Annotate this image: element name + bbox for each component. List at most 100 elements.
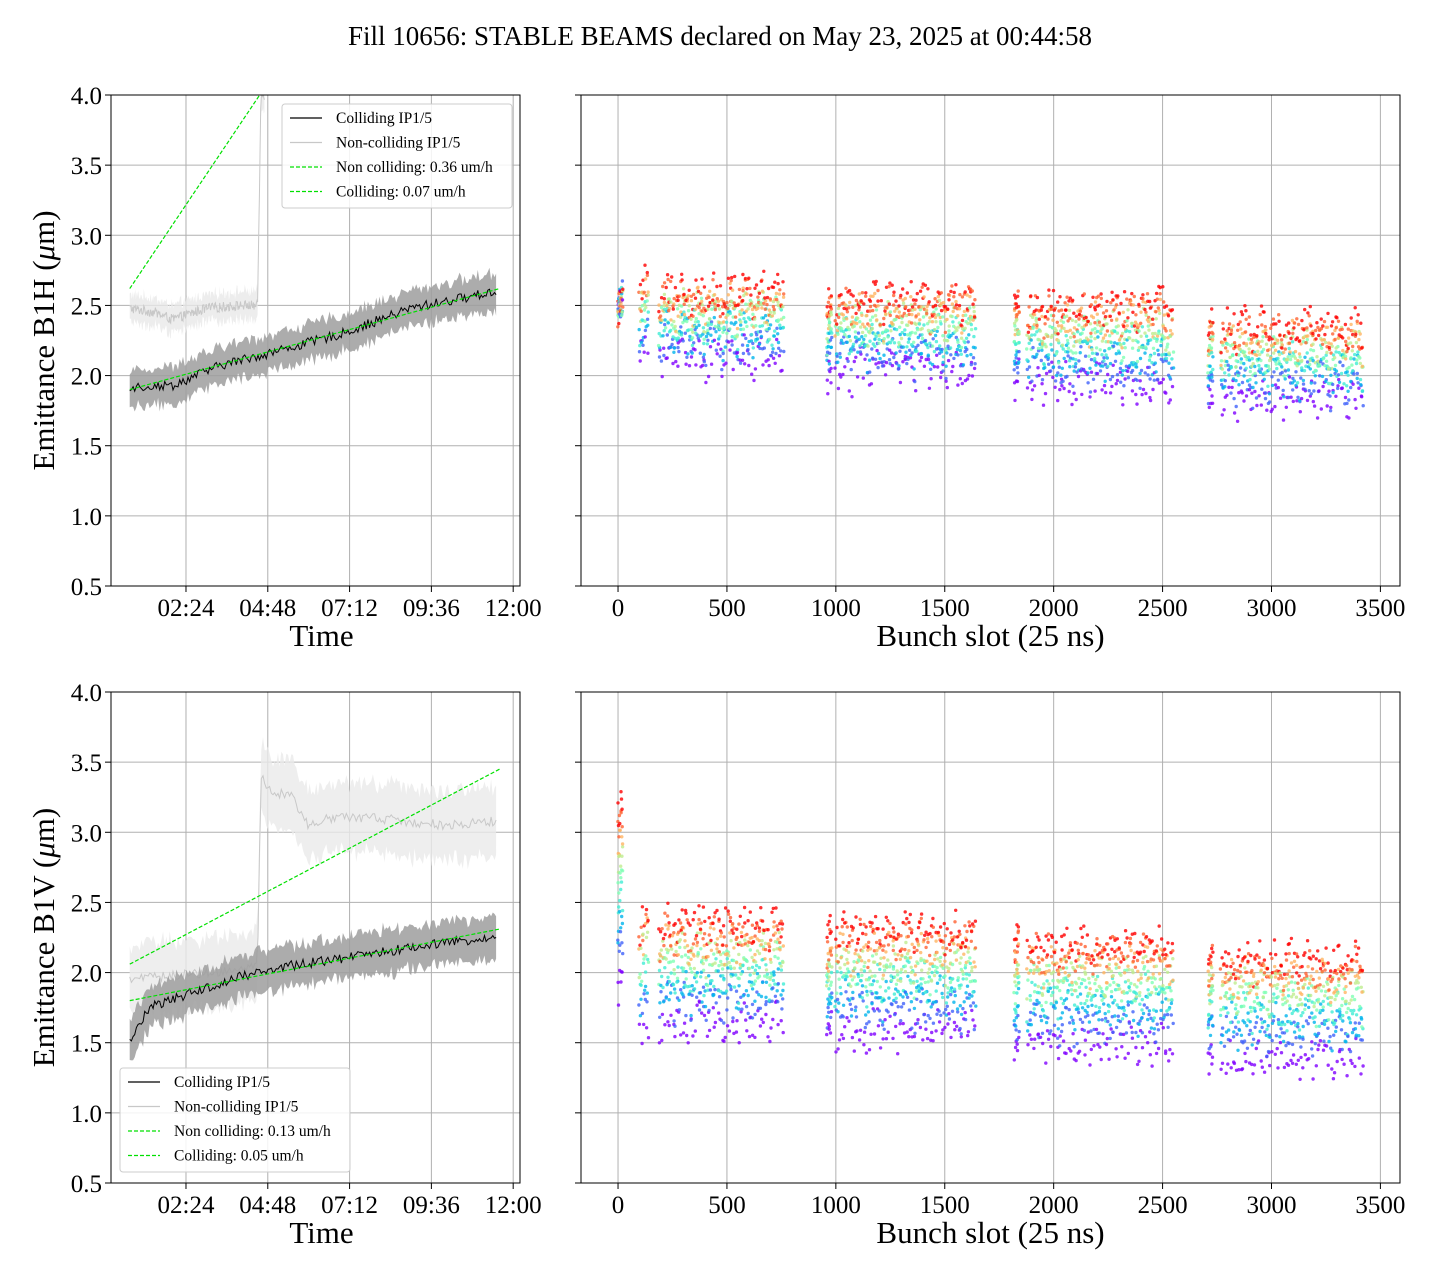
scatter-point	[927, 967, 932, 971]
scatter-point	[973, 298, 977, 302]
scatter-point	[694, 278, 698, 282]
scatter-point	[1030, 315, 1035, 320]
scatter-point	[781, 1030, 785, 1035]
scatter-point	[1247, 347, 1251, 351]
scatter-point	[1143, 351, 1147, 355]
scatter-point	[915, 948, 919, 953]
scatter-point	[923, 338, 928, 343]
scatter-point	[850, 315, 855, 319]
scatter-point	[870, 921, 874, 925]
y-tick-label: 3.5	[71, 153, 102, 180]
scatter-point	[1012, 321, 1017, 326]
scatter-point	[906, 934, 910, 939]
scatter-point	[1143, 345, 1148, 349]
scatter-point	[1289, 395, 1293, 399]
scatter-point	[898, 325, 902, 329]
scatter-point	[1058, 1044, 1062, 1048]
x-tick-label: 500	[708, 1192, 746, 1219]
scatter-point	[706, 338, 710, 342]
scatter-point	[646, 957, 650, 962]
scatter-point	[715, 943, 719, 947]
scatter-point	[671, 307, 675, 311]
scatter-point	[966, 950, 970, 954]
scatter-point	[1309, 381, 1314, 385]
scatter-point	[1305, 326, 1309, 330]
scatter-point	[1240, 380, 1245, 385]
scatter-point	[1152, 351, 1157, 356]
scatter-point	[1092, 1027, 1096, 1032]
scatter-point	[1137, 302, 1141, 307]
scatter-point	[961, 313, 965, 318]
scatter-point	[1097, 1006, 1102, 1010]
scatter-point	[1025, 997, 1029, 1001]
scatter-point	[857, 955, 862, 959]
scatter-point	[637, 327, 641, 332]
scatter-point	[702, 330, 706, 334]
scatter-point	[1086, 953, 1091, 957]
scatter-point	[696, 950, 700, 955]
scatter-point	[941, 300, 946, 305]
scatter-point	[919, 912, 924, 916]
x-tick-label: 04:48	[239, 1192, 296, 1219]
scatter-point	[1016, 925, 1021, 929]
scatter-point	[1100, 998, 1104, 1002]
scatter-point	[829, 970, 834, 975]
scatter-point	[1130, 389, 1135, 393]
scatter-point	[686, 294, 691, 298]
scatter-point	[899, 934, 903, 938]
scatter-point	[662, 297, 666, 301]
scatter-point	[1068, 941, 1073, 945]
scatter-point	[684, 298, 688, 303]
scatter-point	[891, 967, 896, 971]
scatter-point	[781, 280, 785, 284]
scatter-point	[1135, 985, 1139, 989]
y-tick-label: 1.0	[71, 1101, 102, 1128]
scatter-point	[864, 985, 868, 989]
scatter-point	[1057, 365, 1062, 369]
scatter-point	[1083, 354, 1088, 358]
scatter-point	[944, 376, 948, 381]
scatter-point	[681, 287, 686, 291]
scatter-point	[909, 991, 913, 995]
scatter-point	[1210, 379, 1215, 383]
scatter-point	[681, 969, 685, 973]
scatter-point	[857, 1038, 862, 1042]
scatter-point	[1040, 1031, 1045, 1036]
scatter-point	[736, 347, 740, 352]
scatter-point	[698, 351, 702, 355]
scatter-point	[1065, 926, 1069, 930]
scatter-point	[868, 309, 872, 313]
axes-frame	[580, 94, 1401, 587]
scatter-point	[715, 908, 719, 913]
scatter-point	[642, 290, 646, 294]
scatter-point	[776, 982, 780, 986]
scatter-point	[764, 980, 769, 984]
scatter-point	[939, 375, 943, 380]
scatter-point	[941, 940, 946, 944]
scatter-point	[884, 312, 888, 316]
scatter-point	[753, 1012, 757, 1017]
scatter-point	[1156, 306, 1161, 310]
scatter-point	[1140, 1008, 1144, 1012]
scatter-point	[1076, 339, 1080, 343]
scatter-point	[1014, 1024, 1018, 1028]
scatter-point	[1231, 377, 1236, 381]
scatter-point	[1126, 964, 1130, 968]
scatter-point	[679, 1033, 683, 1037]
scatter-point	[1089, 998, 1093, 1002]
noncolliding-fit-line	[129, 95, 261, 289]
scatter-point	[670, 934, 675, 938]
scatter-point	[886, 943, 891, 947]
scatter-point	[895, 361, 899, 366]
scatter-point	[841, 313, 845, 317]
scatter-point	[1052, 985, 1056, 989]
scatter-point	[1231, 324, 1236, 328]
scatter-point	[1114, 962, 1118, 966]
scatter-point	[864, 294, 868, 298]
scatter-point	[886, 1010, 890, 1014]
scatter-point	[1282, 395, 1286, 399]
y-tick-label: 3.0	[71, 820, 102, 847]
scatter-point	[837, 303, 841, 308]
scatter-point	[753, 317, 757, 321]
scatter-point	[1069, 1015, 1074, 1019]
